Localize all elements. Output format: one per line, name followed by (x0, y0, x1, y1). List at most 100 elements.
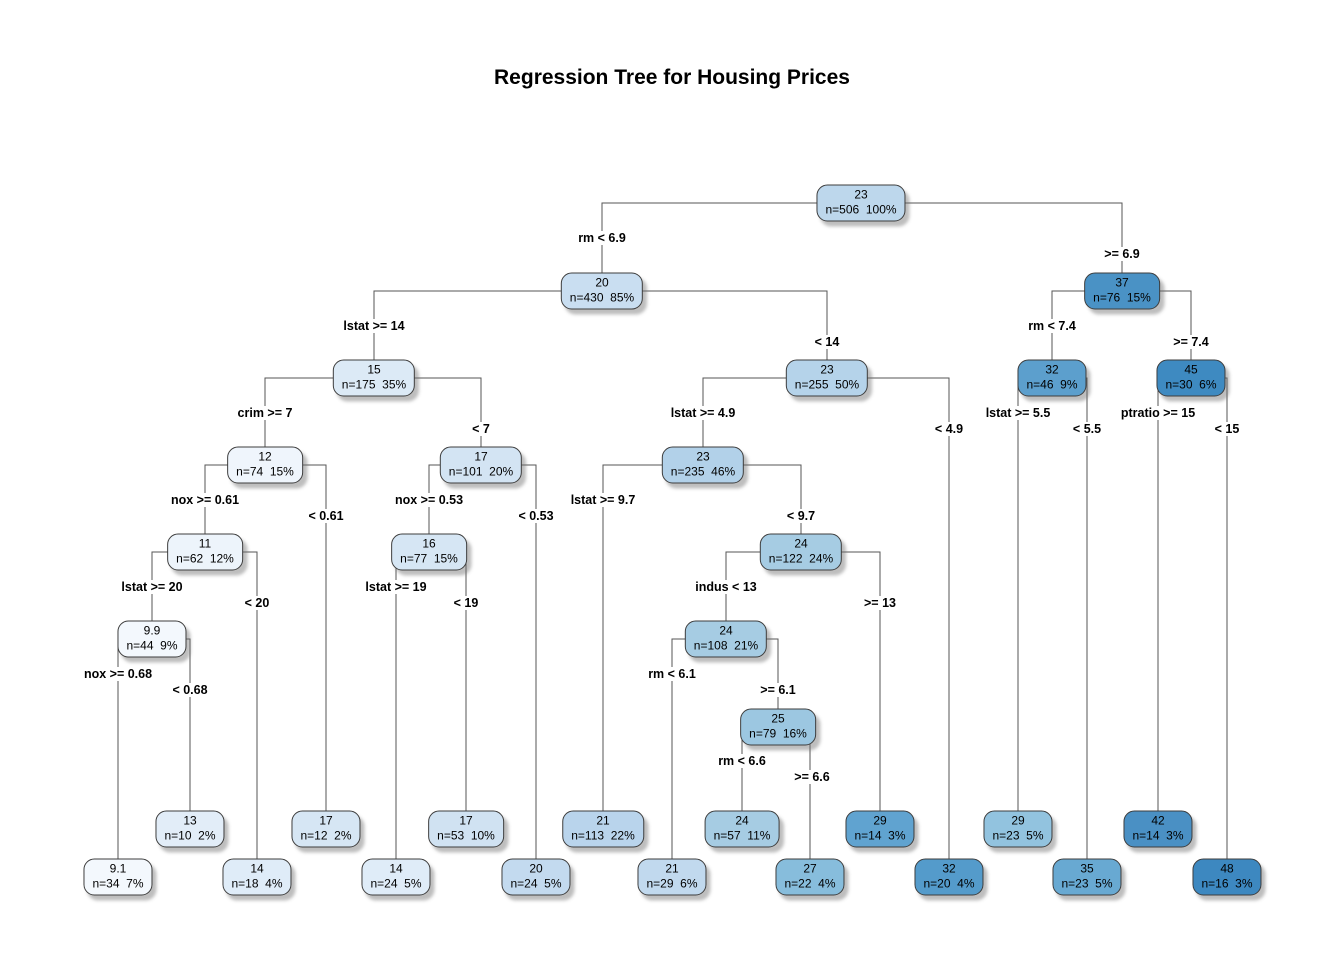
node-count: n=108 21% (693, 638, 759, 653)
split-label: nox >= 0.61 (167, 493, 243, 507)
tree-edge (702, 377, 827, 465)
node-value: 24 (719, 623, 733, 638)
tree-internal-node: 16 n=77 15% (391, 533, 467, 571)
node-value: 20 (595, 275, 609, 290)
split-label: rm < 7.4 (1025, 319, 1079, 333)
node-value: 29 (873, 813, 887, 828)
node-count: n=22 4% (784, 876, 836, 891)
tree-leaf-node: 13 n=10 2% (155, 810, 225, 848)
node-value: 13 (183, 813, 197, 828)
node-value: 45 (1184, 362, 1198, 377)
split-label: < 9.7 (783, 509, 819, 523)
node-count: n=74 15% (236, 464, 294, 479)
tree-edge (152, 638, 191, 829)
node-count: n=430 85% (569, 290, 635, 305)
node-count: n=44 9% (126, 638, 178, 653)
split-label: lstat >= 14 (340, 319, 408, 333)
node-value: 14 (389, 861, 403, 876)
node-count: n=14 3% (854, 828, 906, 843)
tree-edge (429, 551, 467, 829)
tree-internal-node: 20 n=430 85% (560, 272, 644, 310)
tree-leaf-node: 9.1 n=34 7% (83, 858, 153, 896)
node-count: n=122 24% (768, 551, 834, 566)
node-value: 27 (803, 861, 817, 876)
plot-title: Regression Tree for Housing Prices (494, 66, 850, 89)
tree-edge (801, 551, 881, 829)
node-value: 16 (422, 536, 436, 551)
node-count: n=77 15% (400, 551, 458, 566)
node-value: 42 (1151, 813, 1165, 828)
split-label: crim >= 7 (234, 406, 296, 420)
node-value: 9.9 (143, 623, 161, 638)
tree-leaf-node: 35 n=23 5% (1052, 858, 1122, 896)
tree-leaf-node: 32 n=20 4% (914, 858, 984, 896)
split-label: < 4.9 (931, 422, 967, 436)
split-label: lstat >= 4.9 (667, 406, 739, 420)
split-label: lstat >= 20 (118, 580, 186, 594)
tree-internal-node: 17 n=101 20% (439, 446, 523, 484)
node-value: 11 (198, 536, 212, 551)
split-label: rm < 6.6 (715, 754, 769, 768)
split-label: rm < 6.1 (645, 667, 699, 681)
tree-leaf-node: 21 n=113 22% (562, 810, 644, 848)
tree-leaf-node: 14 n=18 4% (222, 858, 292, 896)
tree-internal-node: 37 n=76 15% (1084, 272, 1160, 310)
tree-edge (373, 290, 602, 378)
split-label: < 20 (241, 596, 273, 610)
split-label: >= 6.9 (1101, 247, 1143, 261)
tree-internal-node: 24 n=108 21% (684, 620, 768, 658)
node-count: n=53 10% (437, 828, 495, 843)
split-label: >= 13 (861, 596, 899, 610)
tree-internal-node: 23 n=255 50% (785, 359, 869, 397)
tree-internal-node: 45 n=30 6% (1156, 359, 1226, 397)
tree-edge (1052, 377, 1088, 877)
tree-leaf-node: 48 n=16 3% (1192, 858, 1262, 896)
node-count: n=14 3% (1132, 828, 1184, 843)
tree-edge (601, 202, 861, 291)
split-label: < 15 (1211, 422, 1243, 436)
tree-edge (395, 551, 429, 877)
node-count: n=62 12% (176, 551, 234, 566)
tree-leaf-node: 29 n=23 5% (983, 810, 1053, 848)
split-label: lstat >= 9.7 (567, 493, 639, 507)
node-count: n=23 5% (1061, 876, 1113, 891)
split-label: >= 7.4 (1170, 335, 1212, 349)
tree-edge (778, 726, 811, 877)
split-label: >= 6.6 (791, 770, 833, 784)
tree-leaf-node: 14 n=24 5% (361, 858, 431, 896)
node-count: n=30 6% (1165, 377, 1217, 392)
tree-edge (1017, 377, 1052, 829)
node-count: n=20 4% (923, 876, 975, 891)
tree-leaf-node: 21 n=29 6% (637, 858, 707, 896)
split-label: < 0.68 (169, 683, 211, 697)
node-count: n=57 11% (713, 828, 771, 843)
node-count: n=76 15% (1093, 290, 1151, 305)
node-count: n=10 2% (164, 828, 216, 843)
split-label: ptratio >= 15 (1117, 406, 1199, 420)
tree-leaf-node: 27 n=22 4% (775, 858, 845, 896)
node-value: 17 (459, 813, 473, 828)
tree-internal-node: 9.9 n=44 9% (117, 620, 187, 658)
tree-internal-node: 25 n=79 16% (740, 708, 816, 746)
tree-internal-node: 12 n=74 15% (227, 446, 303, 484)
node-value: 25 (771, 711, 785, 726)
tree-edge (861, 202, 1123, 291)
node-count: n=16 3% (1201, 876, 1253, 891)
node-value: 9.1 (109, 861, 127, 876)
tree-leaf-node: 42 n=14 3% (1123, 810, 1193, 848)
split-label: nox >= 0.68 (80, 667, 156, 681)
node-value: 23 (696, 449, 710, 464)
node-count: n=18 4% (231, 876, 283, 891)
split-label: rm < 6.9 (575, 231, 629, 245)
node-count: n=12 2% (300, 828, 352, 843)
tree-leaf-node: 17 n=12 2% (291, 810, 361, 848)
tree-edge (1157, 377, 1191, 829)
node-count: n=34 7% (92, 876, 144, 891)
split-label: < 5.5 (1069, 422, 1105, 436)
split-label: >= 6.1 (757, 683, 799, 697)
split-label: < 7 (469, 422, 493, 436)
node-value: 17 (474, 449, 488, 464)
node-value: 37 (1115, 275, 1129, 290)
tree-internal-node: 24 n=122 24% (759, 533, 843, 571)
